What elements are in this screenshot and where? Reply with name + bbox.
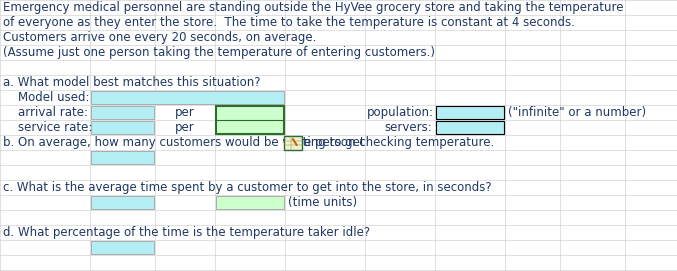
Text: Customers arrive one every 20 seconds, on average.: Customers arrive one every 20 seconds, o… (3, 31, 316, 44)
Text: (time units): (time units) (288, 196, 357, 209)
Bar (91, 196, 154, 209)
Text: per: per (175, 121, 195, 134)
Bar (284, 136, 302, 150)
Text: d. What percentage of the time is the temperature taker idle?: d. What percentage of the time is the te… (3, 226, 370, 239)
Text: of everyone as they enter the store.  The time to take the temperature is consta: of everyone as they enter the store. The… (3, 16, 575, 29)
Text: c. What is the average time spent by a customer to get into the store, in second: c. What is the average time spent by a c… (3, 181, 492, 194)
Bar (91, 241, 154, 254)
Bar (436, 121, 504, 134)
Bar (91, 121, 154, 134)
Text: service rate:: service rate: (3, 121, 92, 134)
Text: ("infinite" or a number): ("infinite" or a number) (508, 106, 646, 119)
Bar (216, 196, 284, 209)
Text: a. What model best matches this situation?: a. What model best matches this situatio… (3, 76, 261, 89)
Bar (216, 121, 284, 134)
Text: (time units): (time units) (217, 122, 282, 133)
Bar (216, 106, 284, 119)
Bar (91, 91, 284, 104)
Text: Model used:: Model used: (3, 91, 89, 104)
Text: per: per (175, 106, 195, 119)
Text: servers:: servers: (385, 121, 432, 134)
Text: population:: population: (367, 106, 434, 119)
Text: arrival rate:: arrival rate: (3, 106, 88, 119)
Text: b. On average, how many customers would be waiting to get: b. On average, how many customers would … (3, 136, 368, 149)
Text: (Assume just one person taking the temperature of entering customers.): (Assume just one person taking the tempe… (3, 46, 435, 59)
Text: (time units): (time units) (217, 108, 282, 118)
Bar (91, 151, 154, 164)
Bar (216, 106, 284, 134)
Bar (436, 106, 504, 119)
Text: e person checking temperature.: e person checking temperature. (304, 136, 494, 149)
Text: Emergency medical personnel are standing outside the HyVee grocery store and tak: Emergency medical personnel are standing… (3, 1, 624, 14)
Bar (91, 106, 154, 119)
